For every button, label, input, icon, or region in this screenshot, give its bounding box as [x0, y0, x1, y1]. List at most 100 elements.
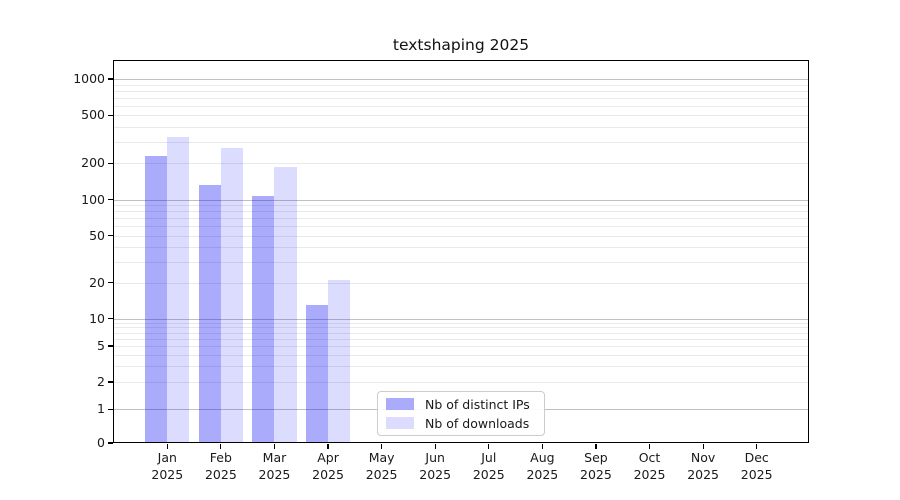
x-tick-month: Feb: [209, 450, 232, 465]
legend-row-downloads: Nb of downloads: [386, 416, 536, 431]
x-tick-month: Nov: [690, 450, 716, 465]
gridline-minor: [113, 247, 809, 249]
x-tick-label: Jan 2025: [135, 450, 199, 483]
x-tick-month: Jan: [157, 450, 177, 465]
bar-downloads: [220, 147, 244, 443]
x-tick-year: 2025: [312, 466, 344, 482]
x-tick-month: Oct: [638, 450, 661, 465]
x-tick-month: Jun: [425, 450, 445, 465]
bar-downloads: [274, 167, 297, 443]
y-tick-label: 1000: [73, 71, 105, 86]
bar-distinct-ips: [305, 305, 329, 443]
gridline-minor: [113, 282, 809, 284]
y-tick-label: 10: [89, 310, 105, 326]
x-tick-label: Jun 2025: [403, 450, 467, 483]
legend-label-distinct-ips: Nb of distinct IPs: [425, 396, 530, 412]
x-tick-year: 2025: [740, 466, 773, 482]
x-tick-year: 2025: [365, 466, 398, 482]
x-tick-label: Mar 2025: [242, 450, 306, 483]
gridline-minor: [113, 142, 809, 144]
y-tick-label: 100: [81, 191, 105, 207]
y-tick-label: 1: [97, 401, 105, 417]
legend-label-downloads: Nb of downloads: [425, 415, 530, 431]
gridline-minor: [113, 127, 809, 129]
x-tick-mark: [327, 444, 329, 449]
x-tick-year: 2025: [687, 466, 719, 482]
x-tick-label: Jul 2025: [457, 450, 521, 483]
bar-distinct-ips: [252, 196, 275, 443]
x-tick-mark: [166, 444, 168, 449]
x-tick-month: May: [368, 450, 395, 465]
y-tick-label: 5: [97, 337, 105, 353]
y-tick-label: 2: [97, 374, 105, 390]
gridline-minor: [113, 226, 809, 228]
y-tick-mark: [108, 318, 113, 320]
y-tick-mark: [108, 345, 113, 347]
x-tick-label: Feb 2025: [189, 450, 253, 483]
gridline-minor: [113, 205, 809, 207]
bar-downloads: [328, 280, 351, 443]
x-tick-year: 2025: [151, 466, 184, 482]
x-tick-label: Sep 2025: [564, 450, 628, 483]
bar-downloads: [167, 136, 190, 443]
x-tick-label: Aug 2025: [510, 450, 574, 483]
gridline-minor: [113, 97, 809, 99]
legend: Nb of distinct IPs Nb of downloads: [377, 391, 545, 436]
x-tick-month: Sep: [584, 450, 608, 465]
gridline-minor: [113, 354, 809, 356]
y-tick-mark: [108, 234, 113, 237]
gridline-minor: [113, 90, 809, 92]
gridline-minor: [113, 327, 809, 329]
gridline-minor: [113, 332, 809, 334]
gridline-minor: [113, 322, 809, 324]
y-tick-mark: [108, 199, 113, 201]
x-tick-mark: [541, 444, 543, 449]
x-tick-year: 2025: [526, 466, 559, 482]
gridline-minor: [113, 211, 809, 213]
bar-distinct-ips: [198, 185, 221, 443]
x-tick-label: May 2025: [350, 450, 414, 483]
gridline-major: [113, 199, 809, 201]
gridline-major: [113, 318, 809, 320]
x-tick-month: Aug: [530, 450, 555, 465]
gridline-minor: [113, 261, 809, 263]
gridline-minor: [113, 366, 809, 368]
x-tick-label: Dec 2025: [725, 450, 789, 483]
plot-area: [113, 60, 809, 443]
gridline-minor: [113, 382, 809, 384]
x-tick-month: Jul: [481, 450, 497, 465]
legend-swatch-downloads-icon: [386, 417, 414, 429]
y-tick-label: 50: [89, 227, 105, 243]
x-tick-label: Apr 2025: [296, 450, 360, 483]
y-tick-label: 0: [97, 435, 105, 450]
gridline-minor: [113, 338, 809, 340]
x-tick-mark: [488, 444, 490, 449]
y-tick-label: 200: [81, 155, 105, 171]
gridline-minor: [113, 115, 809, 117]
y-tick-mark: [108, 114, 113, 116]
x-tick-year: 2025: [204, 466, 237, 482]
x-tick-year: 2025: [633, 466, 666, 482]
gridline-minor: [113, 235, 809, 237]
gridline-minor: [113, 345, 809, 347]
y-tick-mark: [108, 381, 113, 383]
gridline-minor: [113, 105, 809, 107]
x-tick-mark: [434, 444, 436, 449]
x-tick-month: Mar: [262, 450, 287, 465]
chart-title: textshaping 2025: [392, 36, 530, 54]
y-tick-label: 20: [89, 274, 105, 290]
x-tick-mark: [595, 444, 597, 449]
y-tick-label: 500: [81, 107, 105, 123]
x-tick-year: 2025: [258, 466, 291, 482]
y-tick-mark: [108, 408, 113, 410]
x-tick-year: 2025: [580, 466, 612, 482]
bar-distinct-ips: [145, 156, 168, 443]
legend-swatch-distinct-ips-icon: [386, 398, 414, 410]
x-tick-mark: [273, 444, 276, 449]
x-tick-label: Oct 2025: [618, 450, 682, 483]
legend-row-distinct-ips: Nb of distinct IPs: [386, 397, 536, 412]
y-tick-mark: [108, 78, 113, 80]
y-tick-mark: [108, 442, 113, 444]
gridline-major: [113, 79, 809, 80]
